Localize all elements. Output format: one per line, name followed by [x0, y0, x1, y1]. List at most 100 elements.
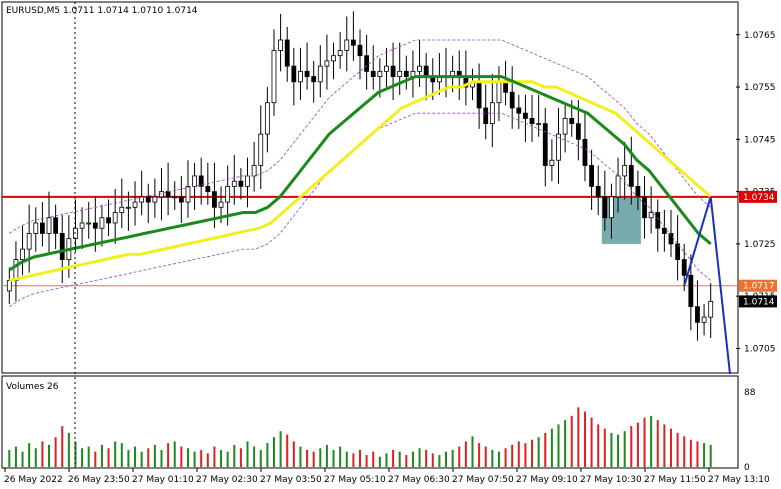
candle-bull	[708, 301, 714, 318]
candle-bear	[198, 175, 204, 187]
chart-header: EURUSD,M5 1.0711 1.0714 1.0710 1.0714	[6, 6, 198, 16]
candle-bear	[542, 123, 548, 166]
candle-bear	[575, 123, 581, 140]
projection-layer	[683, 196, 731, 375]
candle-bull	[6, 280, 12, 292]
candle-bear	[423, 65, 429, 77]
candle-bear	[582, 138, 588, 166]
candle-bear	[642, 196, 647, 219]
time-tick-label: 27 May 10:30	[580, 475, 642, 485]
price-level-label: 1.0734	[743, 193, 775, 203]
candle-bull	[86, 222, 92, 225]
candle-bear	[516, 107, 522, 114]
candle-bull	[251, 165, 257, 177]
candle-bear	[212, 191, 217, 208]
candle-bear	[53, 217, 59, 234]
candle-bull	[397, 70, 403, 77]
candle-bear	[205, 185, 211, 193]
candle-bull	[536, 123, 542, 126]
candle-bull	[218, 201, 224, 208]
candle-bear	[569, 118, 575, 125]
projection-line	[683, 196, 731, 375]
candle-bull	[192, 175, 197, 187]
candle-bear	[476, 81, 482, 109]
candle-bear	[589, 165, 594, 187]
time-tick-label: 27 May 07:50	[452, 475, 514, 485]
candle-bear	[681, 259, 687, 276]
level-layer	[2, 195, 738, 287]
candle-bull	[119, 206, 125, 213]
candle-bear	[635, 185, 641, 198]
time-tick-label: 27 May 03:50	[260, 475, 322, 485]
candle-bear	[165, 191, 171, 198]
candle-bear	[145, 196, 151, 203]
candle-bull	[159, 191, 164, 198]
candle-bull	[79, 222, 85, 229]
ma-slow-line	[8, 80, 712, 282]
candle-bear	[595, 185, 601, 198]
candle-bull	[556, 133, 561, 161]
candle-bear	[291, 65, 297, 83]
candle-bull	[278, 39, 283, 51]
highlight-zone	[601, 196, 641, 244]
candle-bear	[503, 81, 508, 93]
candle-bear	[602, 196, 608, 219]
time-tick-label: 27 May 02:30	[196, 475, 258, 485]
candle-bull	[317, 65, 323, 83]
candle-bull	[26, 233, 32, 250]
candle-bull	[231, 180, 237, 187]
envelope-lower	[9, 112, 711, 307]
candle-bear	[675, 243, 681, 260]
time-tick-label: 27 May 13:10	[708, 475, 770, 485]
candle-bull	[324, 60, 330, 67]
volume-bars	[8, 407, 712, 467]
candle-bear	[350, 39, 356, 46]
candle-bull	[648, 212, 654, 219]
current-price-label: 1.0714	[743, 297, 775, 307]
time-tick-label: 26 May 2022	[4, 475, 63, 485]
volume-tick-label: 88	[744, 388, 756, 398]
candle-bull	[622, 165, 628, 177]
candle-bull	[549, 159, 555, 166]
candle-bear	[284, 39, 290, 67]
ma-fast-line	[8, 75, 712, 272]
zone-layer	[601, 196, 641, 244]
candle-bear	[370, 70, 376, 77]
candle-bear	[529, 118, 535, 125]
price-tick-label: 1.0725	[744, 240, 776, 250]
axes-labels: 1.07651.07551.07451.07351.07251.07151.07…	[4, 31, 777, 485]
current-price-badge	[739, 295, 777, 308]
candle-bear	[357, 44, 363, 57]
price-level-label: 1.0717	[743, 282, 775, 292]
envelope-upper	[9, 39, 711, 234]
candle-bull	[377, 70, 383, 77]
price-tick-label: 1.0705	[744, 344, 776, 354]
candle-bull	[701, 316, 707, 323]
candle-bear	[364, 55, 370, 72]
time-tick-label: 27 May 01:10	[132, 475, 194, 485]
candle-bear	[311, 76, 317, 83]
candle-bear	[628, 165, 634, 187]
candle-bull	[172, 196, 178, 199]
candle-bull	[33, 222, 39, 234]
candle-bull	[615, 175, 621, 198]
candle-bull	[99, 217, 105, 229]
volume-header: Volumes 26	[6, 382, 59, 392]
candle-bear	[688, 274, 694, 308]
candle-bear	[304, 70, 310, 77]
candle-bull	[139, 196, 145, 203]
candle-bear	[509, 91, 515, 109]
candle-bear	[403, 70, 409, 77]
candle-bull	[609, 196, 614, 219]
moving-averages	[8, 39, 712, 307]
candle-bull	[331, 55, 336, 62]
candles	[6, 11, 714, 341]
candle-bull	[562, 118, 568, 135]
candle-bull	[344, 39, 350, 51]
candle-bull	[152, 196, 158, 203]
time-tick-label: 27 May 11:50	[644, 475, 706, 485]
candle-bear	[655, 212, 661, 229]
candle-bull	[126, 206, 131, 209]
candle-bear	[523, 112, 528, 119]
